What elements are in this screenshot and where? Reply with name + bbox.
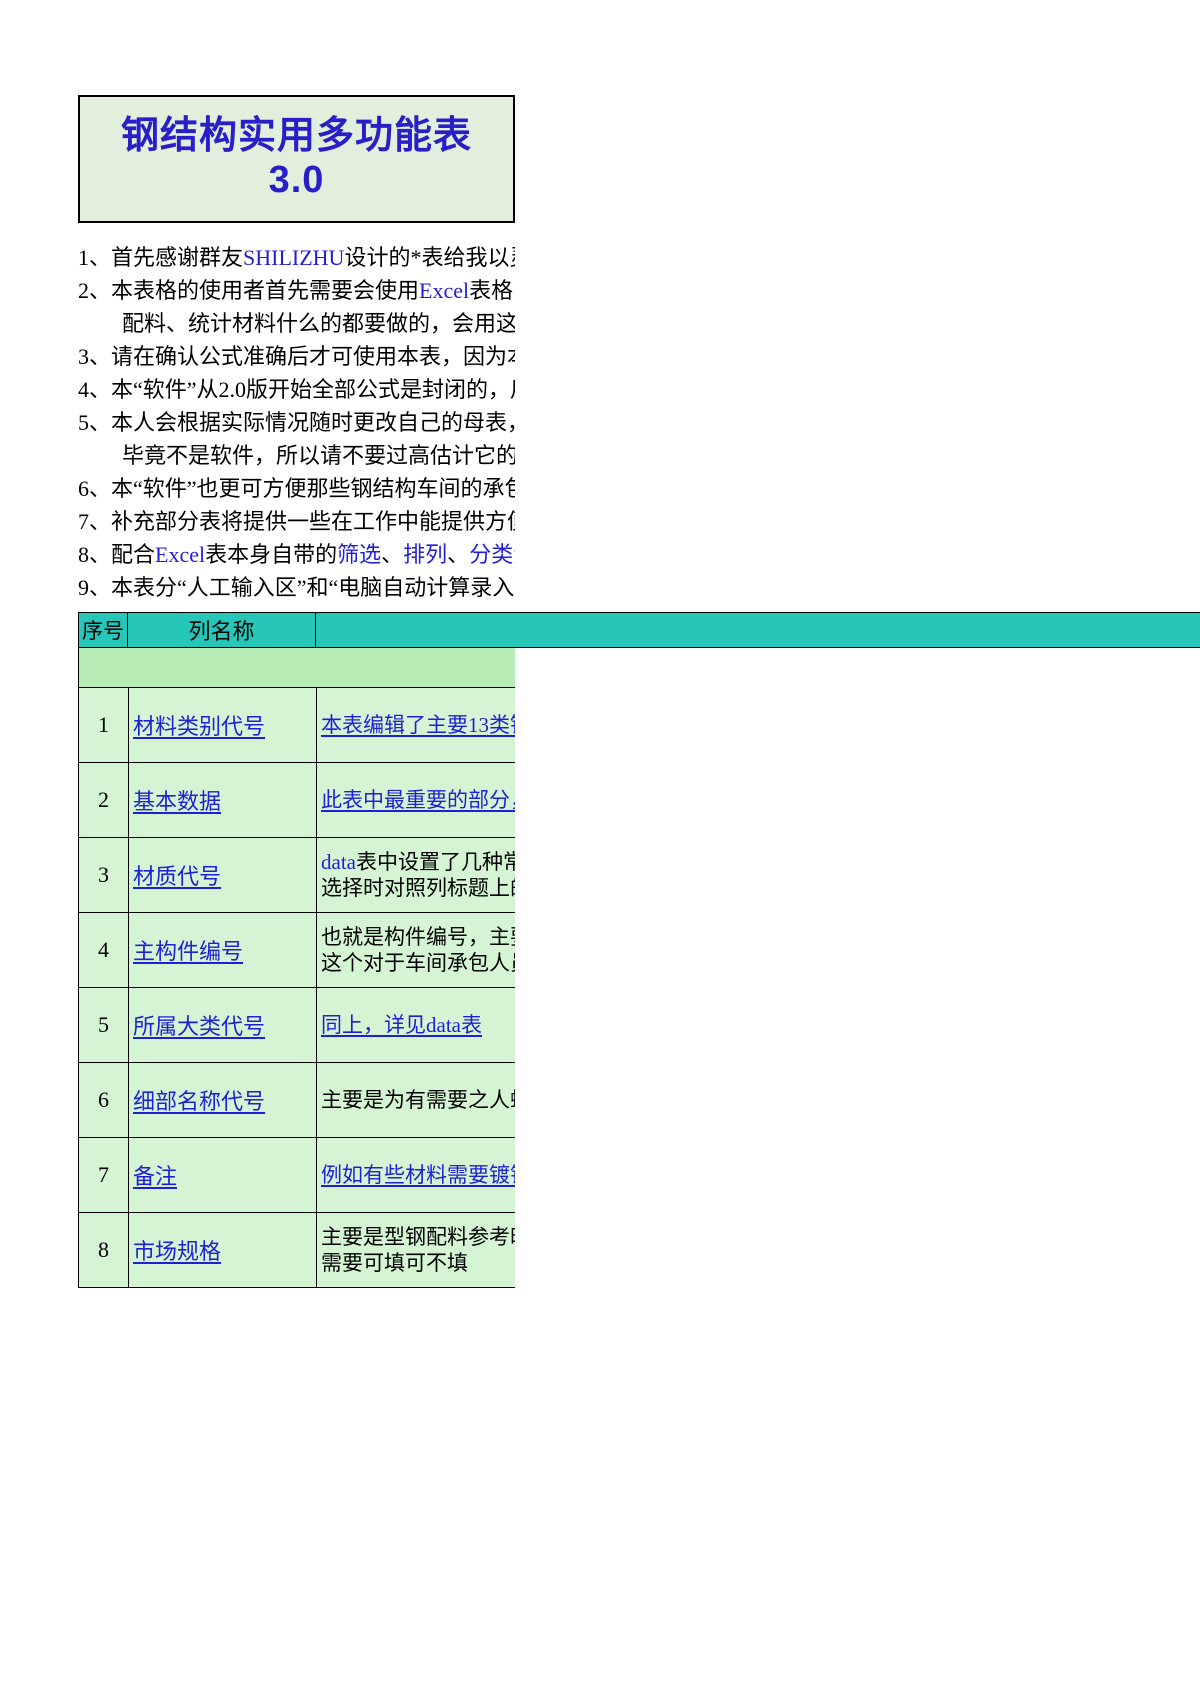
table-row: 2基本数据 此表中最重要的部分，	[78, 763, 515, 838]
name-link[interactable]: 市场规格	[133, 1234, 221, 1266]
cell-seq: 5	[79, 988, 129, 1062]
note-5b: 毕竟不是软件，所以请不要过高估计它的功能和用	[78, 439, 515, 472]
name-link[interactable]: 基本数据	[133, 784, 221, 816]
cell-desc: 同上，详见data表	[317, 988, 515, 1062]
table-row: 8市场规格 主要是型钢配料参考时候需要可填可不填	[78, 1213, 515, 1288]
title-line2: 3.0	[269, 159, 325, 201]
desc-link[interactable]: 本表编辑了主要13类钢结	[321, 712, 515, 738]
cell-name: 材质代号	[129, 838, 317, 912]
note-6: 6、本“软件”也更可方便那些钢结构车间的承包人员	[78, 472, 515, 505]
header-rest	[316, 613, 1200, 648]
title-box: 钢结构实用多功能表 3.0	[78, 95, 515, 223]
cell-seq: 7	[79, 1138, 129, 1212]
cell-desc: 也就是构件编号，主要方这个对于车间承包人员	[317, 913, 515, 987]
name-link[interactable]: 材质代号	[133, 859, 221, 891]
title-line1: 钢结构实用多功能表	[121, 115, 472, 157]
name-link[interactable]: 备注	[133, 1159, 177, 1191]
table-wrap: 序号 列名称 1材料类别代号 本表编辑了主要13类钢结 2基本数据 此表中最重要的部分…	[78, 612, 1200, 1288]
note-2b: 配料、统计材料什么的都要做的，会用这个表就可	[78, 307, 515, 340]
cell-desc: data表中设置了几种常用选择时对照列标题上的规	[317, 838, 515, 912]
header-name: 列名称	[128, 613, 316, 648]
cell-desc: 主要是为有需要之人螺栓	[317, 1063, 515, 1137]
title-text: 钢结构实用多功能表 3.0	[121, 115, 472, 202]
table-rows: 1材料类别代号 本表编辑了主要13类钢结 2基本数据 此表中最重要的部分， 3材质代号 d…	[78, 688, 1200, 1288]
cell-seq: 8	[79, 1213, 129, 1287]
green-band	[78, 648, 515, 688]
cell-name: 所属大类代号	[129, 988, 317, 1062]
cell-name: 细部名称代号	[129, 1063, 317, 1137]
desc-link[interactable]: 此表中最重要的部分，	[321, 787, 515, 813]
cell-seq: 3	[79, 838, 129, 912]
name-link[interactable]: 所属大类代号	[133, 1009, 265, 1041]
note-3: 3、请在确认公式准确后才可使用本表，因为本人不承	[78, 340, 515, 373]
table-row: 1材料类别代号 本表编辑了主要13类钢结	[78, 688, 515, 763]
note-1: 1、首先感谢群友SHILIZHU设计的*表给我以灵感。	[78, 241, 515, 274]
note-5: 5、本人会根据实际情况随时更改自己的母表，此份用	[78, 406, 515, 439]
name-link[interactable]: 细部名称代号	[133, 1084, 265, 1116]
cell-seq: 6	[79, 1063, 129, 1137]
table-header-row: 序号 列名称	[78, 612, 1200, 648]
cell-desc: 主要是型钢配料参考时候需要可填可不填	[317, 1213, 515, 1287]
note-7: 7、补充部分表将提供一些在工作中能提供方便的计算	[78, 505, 515, 538]
desc-link[interactable]: 例如有些材料需要镀锌	[321, 1162, 515, 1188]
cell-name: 材料类别代号	[129, 688, 317, 762]
cell-seq: 1	[79, 688, 129, 762]
table-row: 5所属大类代号 同上，详见data表	[78, 988, 515, 1063]
desc-link[interactable]: 同上，详见data表	[321, 1012, 515, 1038]
cell-seq: 2	[79, 763, 129, 837]
cell-desc: 本表编辑了主要13类钢结	[317, 688, 515, 762]
notes-block: 1、首先感谢群友SHILIZHU设计的*表给我以灵感。 2、本表格的使用者首先需…	[78, 241, 515, 604]
name-link[interactable]: 主构件编号	[133, 934, 243, 966]
note-4: 4、本“软件”从2.0版开始全部公式是封闭的，用户	[78, 373, 515, 406]
header-seq: 序号	[78, 613, 128, 648]
name-link[interactable]: 材料类别代号	[133, 709, 265, 741]
cell-name: 市场规格	[129, 1213, 317, 1287]
cell-desc: 此表中最重要的部分，	[317, 763, 515, 837]
cell-name: 基本数据	[129, 763, 317, 837]
cell-name: 备注	[129, 1138, 317, 1212]
table-row: 4主构件编号 也就是构件编号，主要方这个对于车间承包人员	[78, 913, 515, 988]
table-row: 7备注 例如有些材料需要镀锌	[78, 1138, 515, 1213]
cell-seq: 4	[79, 913, 129, 987]
cell-name: 主构件编号	[129, 913, 317, 987]
table-row: 6细部名称代号 主要是为有需要之人螺栓	[78, 1063, 515, 1138]
document-page: 钢结构实用多功能表 3.0 1、首先感谢群友SHILIZHU设计的*表给我以灵感…	[78, 95, 1200, 1288]
cell-desc: 例如有些材料需要镀锌	[317, 1138, 515, 1212]
note-9: 9、本表分“人工输入区”和“电脑自动计算录入区	[78, 571, 515, 604]
note-2: 2、本表格的使用者首先需要会使用Excel表格，设计	[78, 274, 515, 307]
table-row: 3材质代号 data表中设置了几种常用选择时对照列标题上的规	[78, 838, 515, 913]
note-8: 8、配合Excel表本身自带的筛选、排列、分类汇总等	[78, 538, 515, 571]
